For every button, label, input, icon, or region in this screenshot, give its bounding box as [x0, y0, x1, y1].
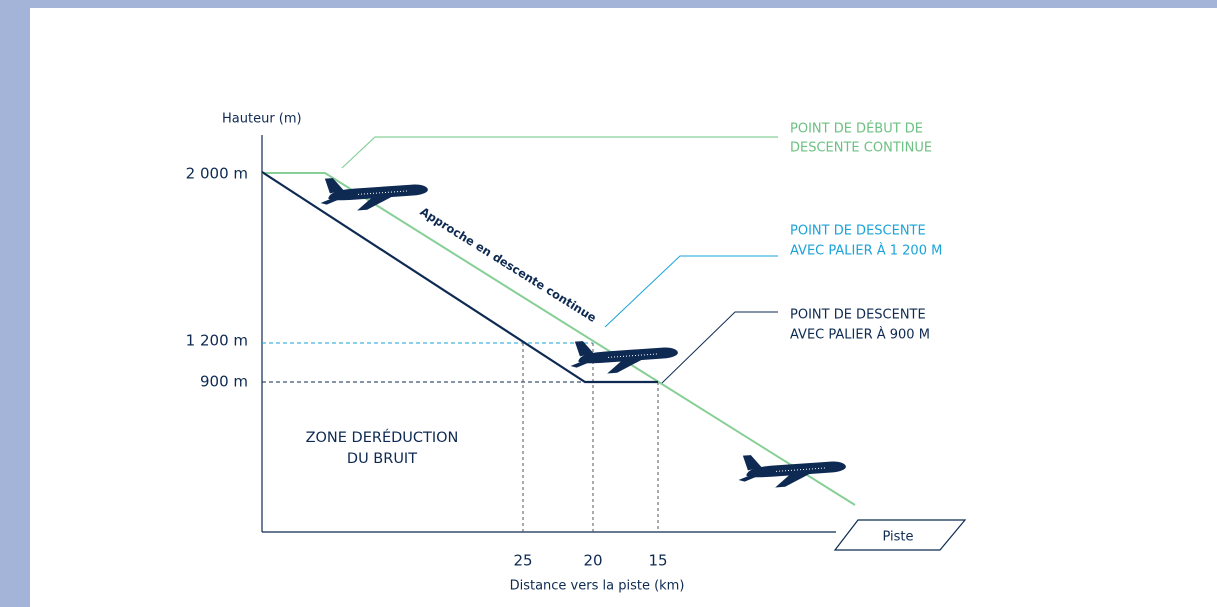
- x-axis-title: Distance vers la piste (km): [510, 579, 685, 594]
- y-label: 1 200 m: [186, 332, 248, 350]
- callout-line: [341, 136, 778, 169]
- zone-text: DU BRUIT: [347, 451, 417, 467]
- callout-text: POINT DE DÉBUT DE: [790, 121, 923, 137]
- callout-text: AVEC PALIER À 900 M: [790, 327, 930, 343]
- y-label: 2 000 m: [186, 165, 248, 183]
- x-label: 15: [648, 552, 667, 570]
- x-label: 25: [513, 552, 532, 570]
- content-area: [30, 8, 1217, 607]
- continuous-descent-path: [262, 172, 856, 506]
- callout-text: AVEC PALIER À 1 200 M: [790, 243, 942, 259]
- zone-text: ZONE DERÉDUCTION: [306, 429, 459, 446]
- callout-line: [661, 311, 778, 384]
- stepped-descent-path: [261, 171, 658, 384]
- x-label: 20: [583, 552, 602, 570]
- callout-line: [604, 255, 778, 328]
- y-axis-title: Hauteur (m): [222, 112, 302, 127]
- runway: [833, 519, 967, 551]
- callout-text: POINT DE DESCENTE: [790, 224, 926, 239]
- callout-text: POINT DE DESCENTE: [790, 308, 926, 323]
- callout-text: DESCENTE CONTINUE: [790, 141, 932, 156]
- y-label: 900 m: [200, 373, 248, 391]
- runway-label: Piste: [882, 530, 913, 545]
